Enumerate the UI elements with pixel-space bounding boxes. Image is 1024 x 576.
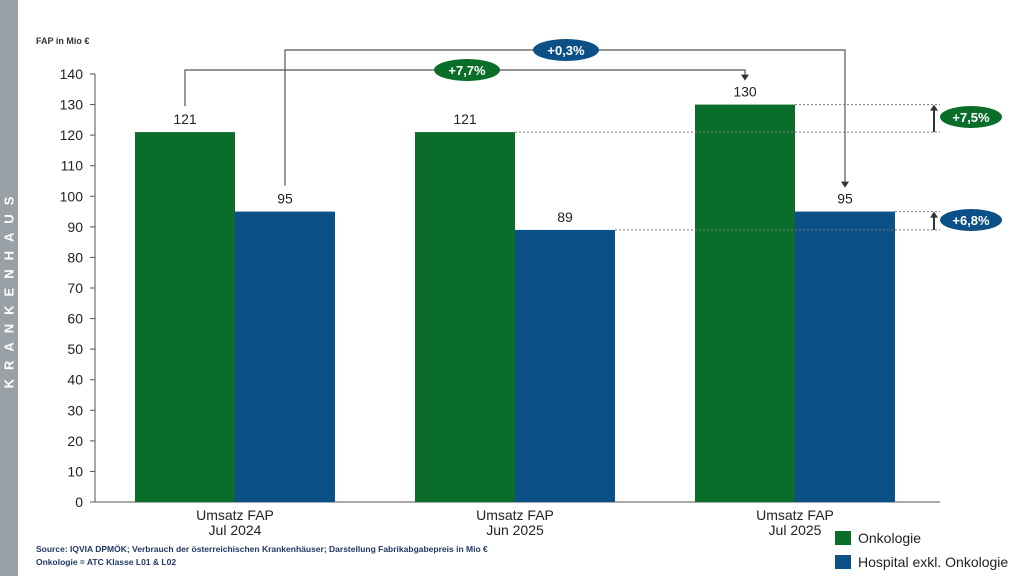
x-tick-label: Jun 2025 <box>486 522 544 538</box>
badge-yoy-hospital: +0,3% <box>547 43 585 58</box>
y-tick-label: 70 <box>67 280 83 296</box>
y-tick-label: 120 <box>60 127 84 143</box>
y-tick-label: 100 <box>60 188 84 204</box>
x-tick-label: Jul 2024 <box>209 522 262 538</box>
y-tick-label: 30 <box>67 402 83 418</box>
y-tick-label: 0 <box>75 494 83 510</box>
x-tick-label: Umsatz FAP <box>476 507 554 523</box>
bar-hospital <box>795 211 895 503</box>
badge-mom-onkologie-bg <box>940 106 1002 128</box>
x-tick-label: Umsatz FAP <box>196 507 274 523</box>
x-tick-label: Jul 2025 <box>769 522 822 538</box>
section-band: KRANKENHAUS <box>0 0 18 576</box>
x-tick-label: Umsatz FAP <box>756 507 834 523</box>
y-axis-label: FAP in Mio € <box>36 36 89 46</box>
bar-onkologie <box>135 132 235 503</box>
arrow-head-icon <box>741 74 749 81</box>
y-tick-label: 40 <box>67 372 83 388</box>
data-label: 95 <box>837 191 853 207</box>
y-tick-label: 10 <box>67 463 83 479</box>
legend-label: Hospital exkl. Onkologie <box>858 554 1008 570</box>
y-tick-label: 80 <box>67 249 83 265</box>
y-tick-label: 60 <box>67 311 83 327</box>
y-tick-label: 140 <box>60 66 84 82</box>
data-label: 121 <box>173 111 197 127</box>
legend-label: Onkologie <box>858 530 921 546</box>
badge-yoy-onkologie-bg <box>434 59 500 81</box>
bar-hospital <box>235 211 335 503</box>
data-label: 89 <box>557 209 573 225</box>
badge-yoy-hospital-bg <box>533 39 599 61</box>
data-label: 130 <box>733 84 757 100</box>
arrow-head-icon <box>930 211 938 218</box>
legend-swatch <box>835 531 851 545</box>
y-tick-label: 20 <box>67 433 83 449</box>
bar-hospital <box>515 229 615 502</box>
arrow-head-icon <box>841 181 849 188</box>
y-tick-label: 130 <box>60 97 84 113</box>
badge-yoy-onkologie: +7,7% <box>448 63 486 78</box>
badge-mom-hospital-bg <box>940 209 1002 231</box>
badge-mom-onkologie: +7,5% <box>952 110 990 125</box>
footnote-source: Source: IQVIA DPMÖK; Verbrauch der öster… <box>36 544 488 554</box>
bar-onkologie <box>695 104 795 503</box>
footnote-definition: Onkologie = ATC Klasse L01 & L02 <box>36 557 177 567</box>
bar-onkologie <box>415 132 515 503</box>
legend-swatch <box>835 555 851 569</box>
arrow-head-icon <box>930 104 938 111</box>
y-tick-label: 90 <box>67 219 83 235</box>
data-label: 95 <box>277 191 293 207</box>
y-tick-label: 110 <box>61 158 84 174</box>
y-tick-label: 50 <box>67 341 83 357</box>
badge-mom-hospital: +6,8% <box>952 213 990 228</box>
data-label: 121 <box>453 111 477 127</box>
